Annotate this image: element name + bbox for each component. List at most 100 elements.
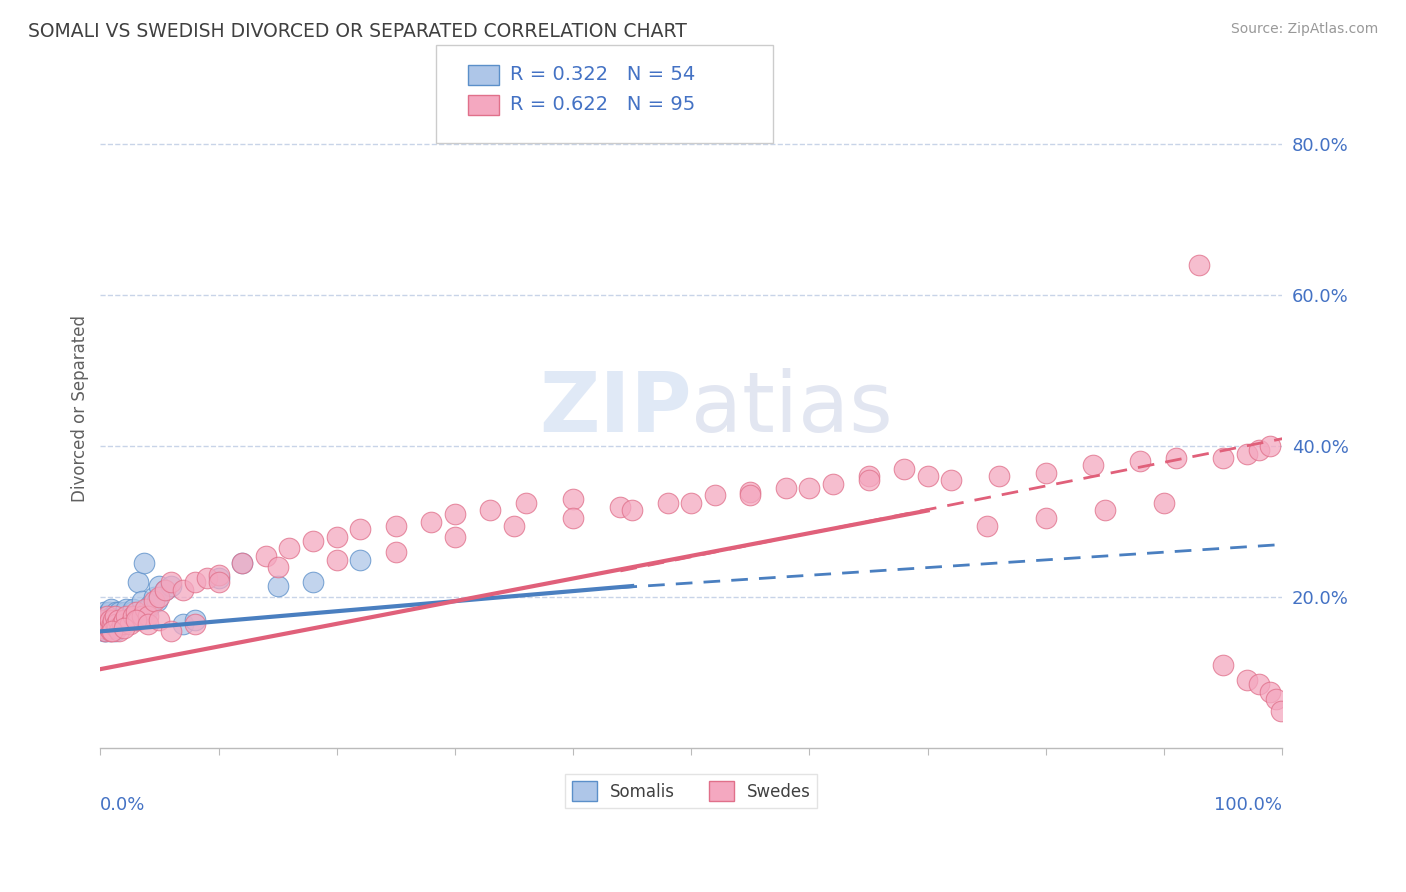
Point [132, 557, 155, 571]
Point [136, 601, 159, 615]
Text: atias: atias [692, 368, 893, 449]
Point [125, 609, 148, 624]
Point [105, 613, 128, 627]
Text: R = 0.322   N = 54: R = 0.322 N = 54 [510, 64, 696, 84]
Text: R = 0.622   N = 95: R = 0.622 N = 95 [510, 95, 696, 114]
Point [987, 469, 1010, 483]
Point [115, 601, 138, 615]
Point [127, 613, 149, 627]
Point [515, 496, 537, 510]
Point [100, 613, 122, 627]
Point [1236, 673, 1258, 688]
Point [325, 530, 347, 544]
Point [207, 572, 229, 586]
Point [917, 469, 939, 483]
Point [122, 609, 145, 624]
Point [1247, 443, 1270, 458]
Point [142, 591, 165, 605]
Point [90, 616, 112, 631]
Point [100, 601, 122, 615]
Point [562, 511, 585, 525]
Point [107, 616, 129, 631]
Point [98, 624, 121, 639]
Point [111, 613, 134, 627]
Point [266, 560, 288, 574]
Point [1129, 454, 1152, 468]
Point [184, 616, 207, 631]
Point [1094, 503, 1116, 517]
Point [101, 624, 124, 639]
Point [103, 613, 125, 627]
Point [91, 621, 114, 635]
Point [103, 616, 125, 631]
Point [107, 613, 129, 627]
Point [104, 616, 127, 631]
Point [231, 557, 253, 571]
Point [1265, 692, 1288, 706]
Point [1164, 450, 1187, 465]
Point [254, 549, 277, 563]
Point [621, 503, 644, 517]
Point [172, 616, 194, 631]
Point [125, 606, 148, 620]
Text: Source: ZipAtlas.com: Source: ZipAtlas.com [1230, 22, 1378, 37]
Point [349, 522, 371, 536]
Point [96, 624, 118, 639]
Point [349, 552, 371, 566]
Point [207, 567, 229, 582]
Text: 0.0%: 0.0% [100, 796, 146, 814]
Point [118, 609, 141, 624]
Point [112, 613, 135, 627]
Point [1270, 704, 1292, 718]
Point [1081, 458, 1104, 472]
Point [108, 624, 131, 639]
Point [278, 541, 301, 556]
Point [681, 496, 703, 510]
Point [101, 609, 124, 624]
Point [93, 606, 115, 620]
Point [134, 601, 156, 615]
Point [94, 624, 117, 639]
Point [562, 492, 585, 507]
Y-axis label: Divorced or Separated: Divorced or Separated [72, 315, 89, 502]
Point [142, 594, 165, 608]
Point [385, 518, 408, 533]
Point [444, 508, 467, 522]
Point [740, 484, 762, 499]
Point [104, 606, 127, 620]
Point [325, 552, 347, 566]
Point [609, 500, 631, 514]
Point [98, 613, 121, 627]
Point [858, 469, 880, 483]
Point [148, 591, 170, 605]
Point [1236, 447, 1258, 461]
Point [118, 616, 141, 631]
Point [160, 575, 183, 590]
Text: 100.0%: 100.0% [1215, 796, 1282, 814]
Point [139, 598, 162, 612]
Point [479, 503, 502, 517]
Point [108, 606, 131, 620]
Point [302, 575, 325, 590]
Point [94, 609, 117, 624]
Point [118, 613, 141, 627]
Point [101, 616, 124, 631]
Point [1035, 511, 1057, 525]
Legend: Somalis, Swedes: Somalis, Swedes [565, 774, 817, 808]
Point [107, 609, 129, 624]
Point [976, 518, 998, 533]
Point [941, 473, 963, 487]
Point [96, 616, 118, 631]
Point [111, 616, 134, 631]
Point [184, 613, 207, 627]
Point [110, 616, 132, 631]
Text: SOMALI VS SWEDISH DIVORCED OR SEPARATED CORRELATION CHART: SOMALI VS SWEDISH DIVORCED OR SEPARATED … [28, 22, 688, 41]
Point [125, 613, 148, 627]
Point [97, 621, 120, 635]
Point [96, 609, 118, 624]
Point [266, 579, 288, 593]
Point [184, 575, 207, 590]
Point [703, 488, 725, 502]
Point [90, 616, 112, 631]
Point [740, 488, 762, 502]
